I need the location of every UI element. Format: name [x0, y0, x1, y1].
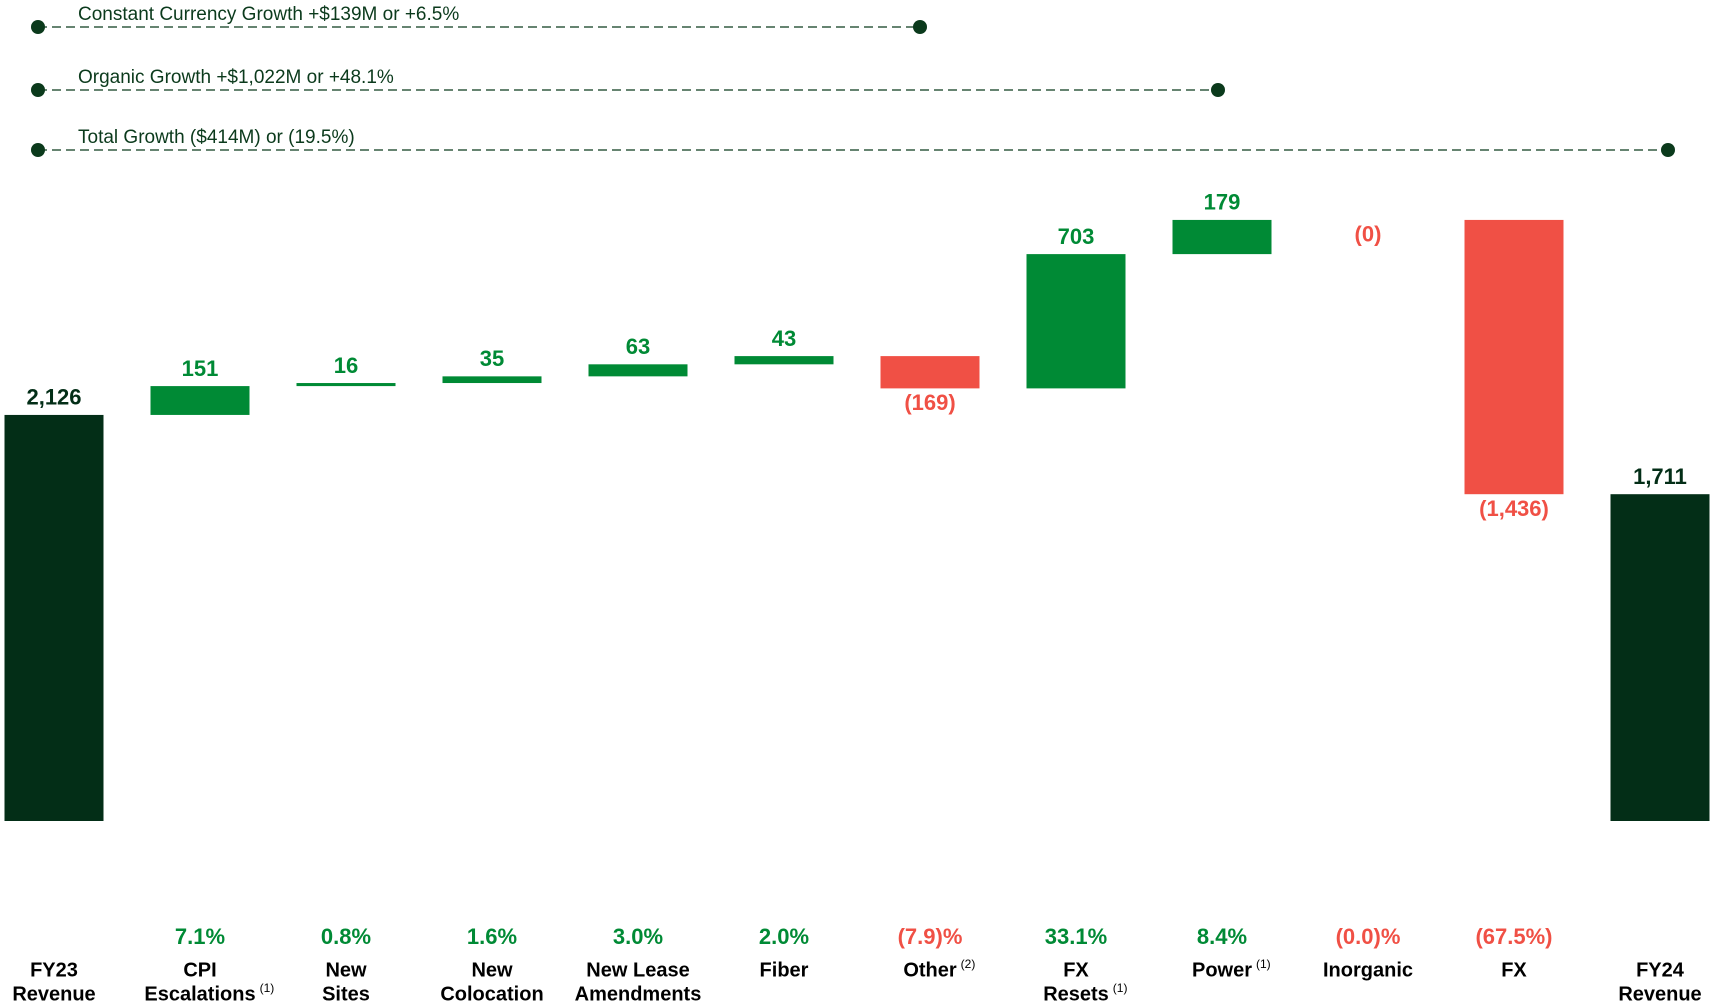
- bar: [588, 364, 688, 377]
- value-label: 2,126: [26, 385, 81, 410]
- category-label: New: [471, 959, 513, 981]
- bar: [1610, 494, 1710, 821]
- category-label: Revenue: [1618, 983, 1701, 1005]
- value-label: (169): [904, 390, 955, 415]
- footnote: (1): [1113, 981, 1128, 995]
- bracket-dot: [31, 83, 45, 97]
- bracket-dot: [1661, 143, 1675, 157]
- annotation: Organic Growth +$1,022M or +48.1%: [78, 67, 394, 88]
- category-label: FY23: [30, 959, 78, 981]
- bar: [296, 383, 396, 387]
- category-label: Inorganic: [1323, 959, 1413, 981]
- percent-label: (0.0)%: [1336, 924, 1401, 949]
- value-label: 703: [1058, 224, 1095, 249]
- category-label: Other: [903, 959, 957, 981]
- category-label: Revenue: [12, 983, 95, 1005]
- bracket-dot: [31, 20, 45, 34]
- bar: [734, 356, 834, 365]
- percent-label: 8.4%: [1197, 924, 1247, 949]
- category-label: Amendments: [575, 983, 702, 1005]
- category-label: Power: [1192, 959, 1252, 981]
- category-label: FX: [1501, 959, 1527, 981]
- footnote: (2): [961, 957, 976, 971]
- category-label: FY24: [1636, 959, 1685, 981]
- category-label: Sites: [322, 983, 370, 1005]
- percent-label: 7.1%: [175, 924, 225, 949]
- value-label: 43: [772, 326, 796, 351]
- category-label: Colocation: [440, 983, 543, 1005]
- percent-label: (7.9)%: [898, 924, 963, 949]
- value-label: (0): [1355, 222, 1382, 247]
- bar: [442, 376, 542, 384]
- value-label: 63: [626, 334, 650, 359]
- percent-label: (67.5%): [1475, 924, 1552, 949]
- category-label: New Lease: [586, 959, 689, 981]
- bar: [880, 356, 980, 389]
- value-label: (1,436): [1479, 496, 1549, 521]
- bar: [1026, 254, 1126, 389]
- category-label: CPI: [183, 959, 216, 981]
- bracket-dot: [913, 20, 927, 34]
- value-label: 16: [334, 353, 358, 378]
- bar: [4, 414, 104, 821]
- category-label: New: [325, 959, 367, 981]
- bar: [1172, 219, 1272, 255]
- percent-label: 0.8%: [321, 924, 371, 949]
- value-label: 151: [182, 356, 219, 381]
- footnote: (1): [260, 981, 275, 995]
- category-label: Escalations: [144, 983, 255, 1005]
- bracket-dot: [31, 143, 45, 157]
- bar: [150, 386, 250, 415]
- bar: [1464, 219, 1564, 495]
- footnote: (1): [1256, 957, 1271, 971]
- value-label: 1,711: [1633, 464, 1687, 489]
- percent-label: 33.1%: [1045, 924, 1107, 949]
- percent-label: 3.0%: [613, 924, 663, 949]
- value-label: 35: [480, 346, 504, 371]
- category-label: FX: [1063, 959, 1089, 981]
- annotation: Constant Currency Growth +$139M or +6.5%: [78, 4, 459, 25]
- category-label: Fiber: [760, 959, 809, 981]
- percent-label: 2.0%: [759, 924, 809, 949]
- category-label: Resets: [1043, 983, 1109, 1005]
- percent-label: 1.6%: [467, 924, 517, 949]
- annotation: Total Growth ($414M) or (19.5%): [78, 127, 355, 148]
- value-label: 179: [1204, 190, 1241, 215]
- bracket-dot: [1211, 83, 1225, 97]
